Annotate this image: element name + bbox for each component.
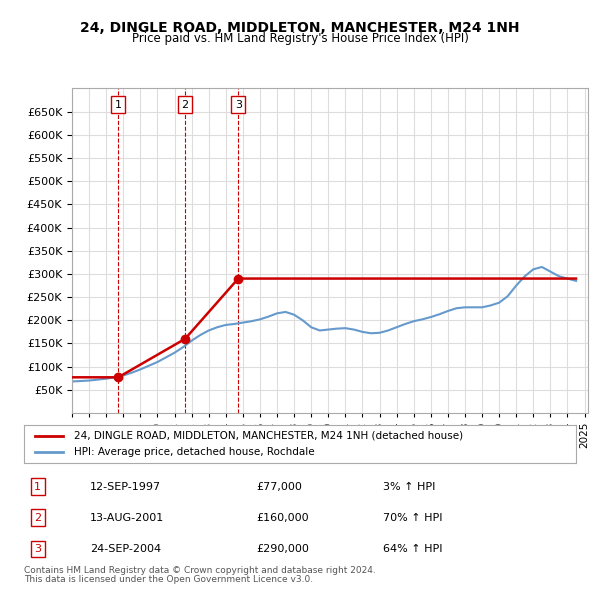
Text: 1: 1	[115, 100, 122, 110]
Text: Price paid vs. HM Land Registry's House Price Index (HPI): Price paid vs. HM Land Registry's House …	[131, 32, 469, 45]
Text: 12-SEP-1997: 12-SEP-1997	[90, 481, 161, 491]
Text: 13-AUG-2001: 13-AUG-2001	[90, 513, 164, 523]
Text: £290,000: £290,000	[256, 544, 309, 554]
Text: HPI: Average price, detached house, Rochdale: HPI: Average price, detached house, Roch…	[74, 447, 314, 457]
Text: £160,000: £160,000	[256, 513, 308, 523]
Text: This data is licensed under the Open Government Licence v3.0.: This data is licensed under the Open Gov…	[24, 575, 313, 584]
Text: 2: 2	[182, 100, 188, 110]
Text: Contains HM Land Registry data © Crown copyright and database right 2024.: Contains HM Land Registry data © Crown c…	[24, 566, 376, 575]
Text: 3: 3	[34, 544, 41, 554]
Text: 24, DINGLE ROAD, MIDDLETON, MANCHESTER, M24 1NH: 24, DINGLE ROAD, MIDDLETON, MANCHESTER, …	[80, 21, 520, 35]
Text: 24-SEP-2004: 24-SEP-2004	[90, 544, 161, 554]
Text: 24, DINGLE ROAD, MIDDLETON, MANCHESTER, M24 1NH (detached house): 24, DINGLE ROAD, MIDDLETON, MANCHESTER, …	[74, 431, 463, 441]
Text: 3: 3	[235, 100, 242, 110]
Text: 2: 2	[34, 513, 41, 523]
Text: 64% ↑ HPI: 64% ↑ HPI	[383, 544, 442, 554]
Text: 3% ↑ HPI: 3% ↑ HPI	[383, 481, 435, 491]
Text: 70% ↑ HPI: 70% ↑ HPI	[383, 513, 442, 523]
Text: £77,000: £77,000	[256, 481, 302, 491]
Text: 1: 1	[34, 481, 41, 491]
